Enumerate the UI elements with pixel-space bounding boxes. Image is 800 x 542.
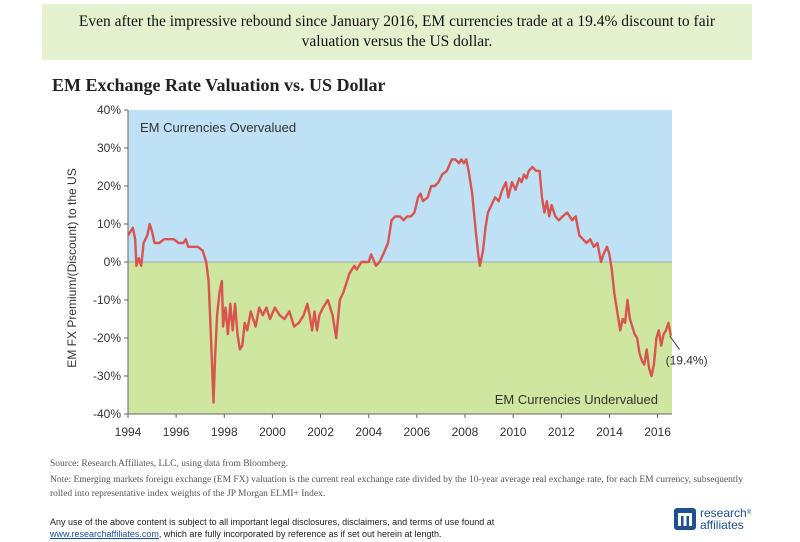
region-undervalued — [128, 262, 672, 414]
research-affiliates-logo: research® affiliates — [674, 507, 751, 531]
y-axis-label: EM FX Premium/(Discount) to the US — [65, 168, 79, 367]
region-label-undervalued: EM Currencies Undervalued — [495, 392, 658, 407]
chart-axes: -40% -30% -20% -10% 0% 10% 20% 30% 40% 1994 1996 19… — [65, 103, 672, 439]
y-tick-label: 20% — [97, 179, 121, 193]
legal-text-end: , which are fully incorporated by refere… — [158, 529, 442, 539]
chart-labels: EM Currencies Overvalued EM Currencies Un… — [140, 120, 708, 407]
annotation-leader — [669, 335, 680, 351]
x-tick-label: 1998 — [211, 425, 238, 439]
x-tick-label: 2012 — [548, 425, 575, 439]
footer-source: Source: Research Affiliates, LLC, using … — [50, 459, 289, 469]
logo-line-research: research — [700, 506, 747, 520]
y-tick-label: 30% — [97, 141, 121, 155]
x-tick-label: 2002 — [307, 425, 334, 439]
x-tick-label: 2010 — [500, 425, 527, 439]
y-tick-label: -40% — [93, 407, 121, 421]
legal-text-start: Any use of the above content is subject … — [50, 517, 495, 527]
headline-banner: Even after the impressive rebound since … — [42, 4, 752, 60]
logo-wordmark: research® affiliates — [700, 507, 751, 531]
legal-disclaimer: Any use of the above content is subject … — [50, 516, 494, 540]
series-line — [126, 158, 672, 404]
footer-note: Note: Emerging markets foreign exchange … — [50, 475, 743, 499]
valuation-regions — [128, 110, 672, 414]
x-tick-label: 2006 — [403, 425, 430, 439]
annotation-label: (19.4%) — [666, 354, 708, 368]
x-tick-label: 2008 — [452, 425, 479, 439]
y-tick-label: -10% — [93, 293, 121, 307]
y-tick-label: 0% — [104, 255, 122, 269]
x-tick-label: 1994 — [115, 425, 142, 439]
legal-link[interactable]: www.researchaffiliates.com — [50, 529, 159, 539]
x-tick-label: 2014 — [596, 425, 623, 439]
headline-text: Even after the impressive rebound since … — [78, 13, 716, 50]
chart-title: EM Exchange Rate Valuation vs. US Dollar — [52, 75, 386, 95]
x-tick-label: 2000 — [259, 425, 286, 439]
y-tick-label: 40% — [97, 103, 121, 117]
region-label-overvalued: EM Currencies Overvalued — [140, 120, 296, 135]
logo-registered-mark: ® — [746, 510, 752, 516]
x-tick-label: 2004 — [355, 425, 382, 439]
y-tick-label: 10% — [97, 217, 121, 231]
series-lines — [126, 158, 672, 404]
x-tick-label: 2016 — [644, 425, 671, 439]
y-tick-label: -30% — [93, 369, 121, 383]
research-affiliates-logo-icon — [674, 508, 696, 530]
logo-line-affiliates: affiliates — [700, 518, 744, 532]
x-tick-label: 1996 — [163, 425, 190, 439]
y-tick-label: -20% — [93, 331, 121, 345]
